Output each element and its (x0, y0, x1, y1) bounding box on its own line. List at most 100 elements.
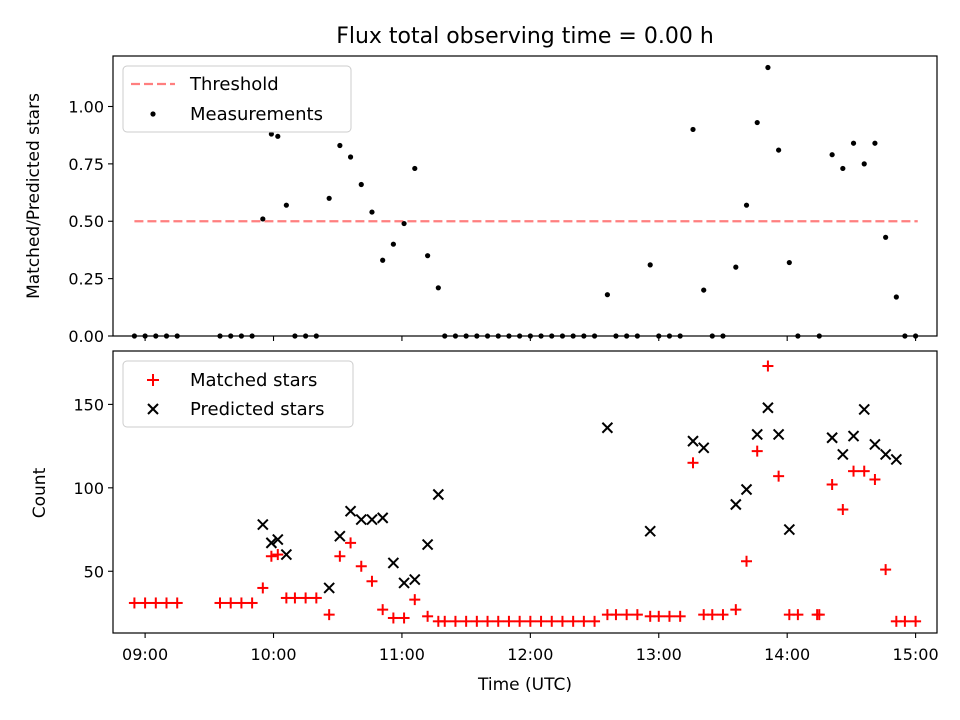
predicted-star-point (826, 432, 838, 444)
measurement-point (401, 220, 407, 227)
matched-star-point (741, 555, 753, 567)
chart-title: Flux total observing time = 0.00 h (336, 24, 714, 49)
measurement-point (604, 292, 611, 298)
matched-star-point (492, 615, 504, 627)
ratio-x-ticks (144, 336, 917, 341)
matched-star-point (837, 504, 849, 516)
predicted-star-point (730, 498, 742, 511)
count-x-ticks: 09:00 10:00 11:00 12:00 13:00 14:00 15:00 (122, 633, 939, 664)
ratio-y-tick-label: 0.00 (68, 327, 104, 346)
matched-star-point (272, 549, 284, 561)
matched-star-point (334, 550, 346, 562)
count-legend: Matched stars Predicted stars (122, 360, 354, 428)
measurement-point (275, 133, 281, 139)
matched-legend-label: Matched stars (190, 370, 317, 391)
matched-star-point (706, 609, 718, 621)
predicted-star-point (272, 533, 284, 546)
matched-star-point (171, 597, 183, 609)
predicted-star-point (687, 435, 699, 447)
matched-star-point (246, 597, 258, 609)
predicted-star-point (323, 582, 335, 594)
matched-star-point (869, 473, 881, 485)
ratio-panel: Flux total observing time = 0.00 h 0.00 0… (24, 24, 938, 346)
matched-star-point (567, 615, 579, 627)
matched-star-point (610, 609, 622, 621)
matched-star-point (398, 612, 410, 624)
matched-star-point (460, 615, 472, 627)
predicted-star-point (387, 557, 400, 569)
ratio-y-tick-label: 1.00 (68, 97, 104, 116)
measurement-point (786, 259, 792, 266)
matched-star-point (514, 615, 526, 627)
matched-star-point (377, 604, 389, 616)
measurement-point (690, 126, 696, 133)
predicted-star-point (421, 538, 434, 551)
matched-star-point (663, 610, 675, 622)
predicted-star-point (698, 442, 710, 454)
count-y-tick-label: 100 (73, 479, 104, 498)
measurement-point (412, 165, 418, 172)
measurements-legend-label: Measurements (190, 104, 323, 125)
count-y-axis-label: Count (30, 467, 50, 518)
predicted-star-point (783, 523, 796, 536)
ratio-y-ticks: 0.00 0.25 0.50 0.75 1.00 (68, 97, 113, 346)
matched-star-point (449, 615, 461, 627)
matched-star-point (687, 457, 699, 469)
matched-star-point (300, 592, 312, 604)
matched-star-point (482, 615, 494, 627)
ratio-y-tick-label: 0.75 (68, 155, 104, 174)
matched-star-point (910, 615, 922, 627)
matched-star-point (355, 560, 367, 572)
predicted-star-point (265, 537, 278, 549)
matched-star-point (773, 470, 785, 482)
x-tick-label: 11:00 (379, 645, 425, 664)
predicted-star-point (847, 430, 860, 442)
measurement-point (743, 202, 750, 208)
matched-star-point (848, 465, 860, 477)
matched-star-point (556, 615, 568, 627)
predicted-star-point (837, 448, 849, 461)
predicted-star-point (280, 548, 293, 561)
matched-star-point (503, 615, 515, 627)
matched-star-point (150, 597, 162, 609)
count-y-tick-label: 150 (73, 395, 104, 414)
predicted-legend-label: Predicted stars (190, 399, 324, 420)
measurement-point (358, 181, 364, 188)
matched-star-point (813, 609, 825, 621)
measurement-point (347, 154, 354, 160)
matched-star-point (161, 597, 173, 609)
matched-star-point (826, 478, 838, 490)
threshold-legend-label: Threshold (189, 74, 279, 95)
measurement-point (260, 216, 266, 222)
predicted-star-point (432, 488, 445, 501)
matched-star-point (653, 610, 665, 622)
predicted-star-point (772, 428, 785, 441)
matched-star-point (387, 612, 399, 624)
matched-legend-swatch (147, 374, 159, 386)
x-tick-label: 15:00 (893, 645, 939, 664)
matched-star-point (535, 615, 547, 627)
matched-star-point (792, 609, 804, 621)
ratio-y-tick-label: 0.25 (68, 270, 104, 289)
count-marks (128, 360, 922, 627)
predicted-star-point (762, 402, 774, 414)
matched-star-point (621, 609, 633, 621)
predicted-star-point (366, 513, 378, 526)
measurements-legend-swatch (150, 111, 156, 117)
measurement-point (425, 253, 431, 259)
measurement-point (435, 285, 441, 291)
predicted-star-point (376, 512, 389, 524)
matched-star-point (674, 610, 686, 622)
count-y-tick-label: 50 (84, 562, 104, 581)
matched-star-point (323, 609, 335, 621)
measurement-point (337, 142, 343, 149)
matched-star-point (730, 604, 742, 616)
matched-star-point (899, 615, 911, 627)
ratio-legend-box (122, 65, 352, 133)
measurement-point (850, 140, 857, 146)
ratio-axes-frame (112, 55, 938, 337)
measurement-point (369, 209, 375, 215)
predicted-star-point (398, 577, 410, 589)
count-axes-frame (112, 350, 938, 634)
predicted-star-point (751, 428, 763, 441)
